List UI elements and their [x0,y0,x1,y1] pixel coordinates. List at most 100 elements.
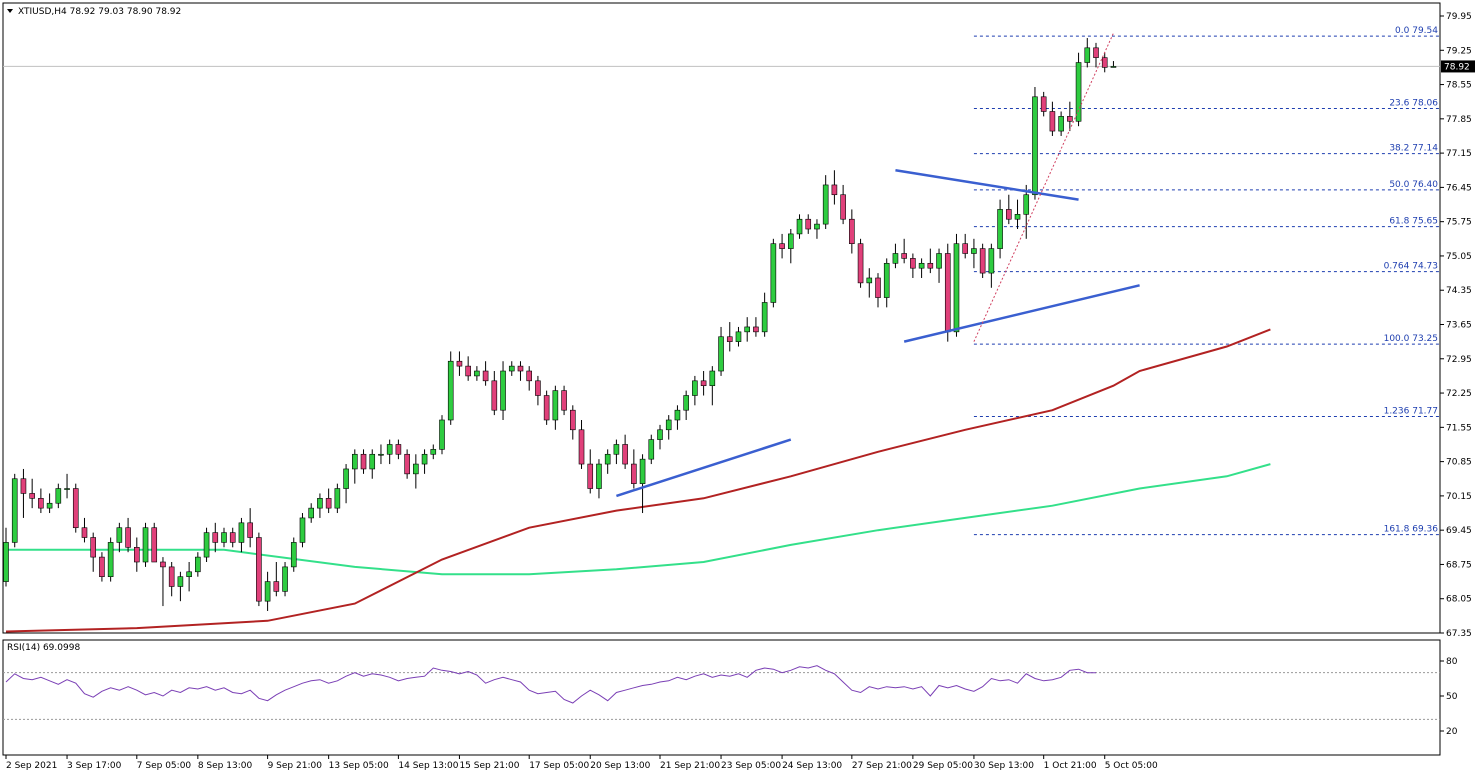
price-tick-label: 68.75 [1446,560,1472,570]
candle-body [134,547,140,563]
candle-body [561,390,567,411]
price-tick-label: 79.25 [1446,46,1472,56]
candle-body [761,302,768,333]
x-tick-label: 17 Sep 05:00 [529,761,589,771]
price-tick-label: 75.75 [1446,218,1472,228]
candle-body [535,380,541,396]
candle-body [918,262,925,269]
candle-body [38,498,44,509]
candle-body [282,566,288,592]
price-tick-label: 71.55 [1446,423,1472,433]
price-tick-label: 67.35 [1446,629,1472,639]
candle-body [578,429,585,465]
fib-level-label: 38.2 77.14 [1389,144,1438,154]
candle-body [814,223,820,230]
candle-body [953,243,960,333]
candle-body [779,243,785,249]
candle-body [1049,111,1056,132]
candle-body [55,488,62,504]
x-tick-label: 9 Sep 21:00 [268,761,323,771]
candle-body [1075,62,1082,122]
price-tick-label: 72.95 [1446,355,1472,365]
candle-body [160,561,166,568]
candle-body [1040,96,1047,112]
candle-body [264,581,271,602]
candle-body [238,522,245,543]
candle-body [474,370,480,377]
symbol-header: XTIUSD,H4 78.92 79.03 78.90 78.92 [18,7,181,17]
dropdown-arrow-icon [7,9,13,13]
x-tick-label: 27 Sep 21:00 [852,761,912,771]
candle-body [857,243,864,284]
candle-body [1067,116,1073,122]
candle-body [1014,214,1021,220]
candle-body [447,360,454,421]
candle-body [64,488,70,490]
candle-body [186,571,192,577]
candle-body [692,380,698,396]
candle-body [99,556,105,577]
x-tick-label: 14 Sep 13:00 [398,761,458,771]
candle-body [849,218,855,245]
candle-body [596,463,602,489]
candle-body [901,253,907,259]
candle-body [508,365,515,372]
candle-body [212,532,219,543]
x-tick-label: 30 Sep 13:00 [974,761,1034,771]
candle-body [386,444,393,455]
fib-level-label: 1.236 71.77 [1384,407,1438,417]
candle-body [936,253,942,269]
candle-body [290,542,297,568]
rsi-panel-frame [2,639,1441,756]
candle-body [726,336,733,342]
fib-level-label: 0.764 74.73 [1384,262,1438,272]
candle-body [997,209,1003,249]
price-tick-label: 74.35 [1446,286,1472,296]
candle-body [421,453,428,465]
rsi-tick-label: 20 [1446,727,1458,737]
candle-body [517,365,524,372]
price-tick-label: 78.55 [1446,81,1472,91]
fib-level-label: 61.8 75.65 [1389,217,1438,227]
fib-level-label: 161.8 69.36 [1384,525,1439,535]
candle-body [526,370,533,382]
candle-body [351,453,358,470]
price-tick-label: 77.85 [1446,115,1472,125]
candle-body [883,262,890,298]
price-tick-label: 73.65 [1446,321,1472,331]
fib-anchor-line [973,32,1114,342]
candle-body [90,537,96,558]
candle-body [151,527,158,563]
candle-body [491,380,498,411]
candle-body [125,527,131,548]
candle-body [317,498,323,509]
price-tick-label: 75.05 [1446,252,1472,262]
x-tick-label: 3 Sep 17:00 [67,761,122,771]
current-price-label: 78.92 [1444,62,1470,72]
price-tick-label: 70.85 [1446,458,1472,468]
fib-level-label: 50.0 76.40 [1389,180,1438,190]
candle-body [796,218,803,235]
candle-body [325,498,332,509]
candle-body [20,478,27,494]
x-tick-label: 24 Sep 13:00 [782,761,842,771]
candle-body [735,331,742,342]
x-tick-label: 15 Sep 21:00 [459,761,519,771]
trendline [903,284,1140,343]
candle-body [142,527,149,563]
candle-body [404,453,410,475]
candle-body [840,194,846,220]
x-tick-label: 21 Sep 21:00 [660,761,720,771]
candle-body [979,248,986,274]
x-tick-label: 2 Sep 2021 [6,761,57,771]
candle-body [892,253,899,264]
candle-body [1093,47,1099,58]
trendline [616,438,792,498]
candle-body [971,248,977,254]
candle-body [988,248,995,274]
price-tick-label: 77.15 [1446,149,1472,159]
candle-body [256,537,262,602]
candle-body [657,429,663,440]
candle-body [770,243,777,303]
